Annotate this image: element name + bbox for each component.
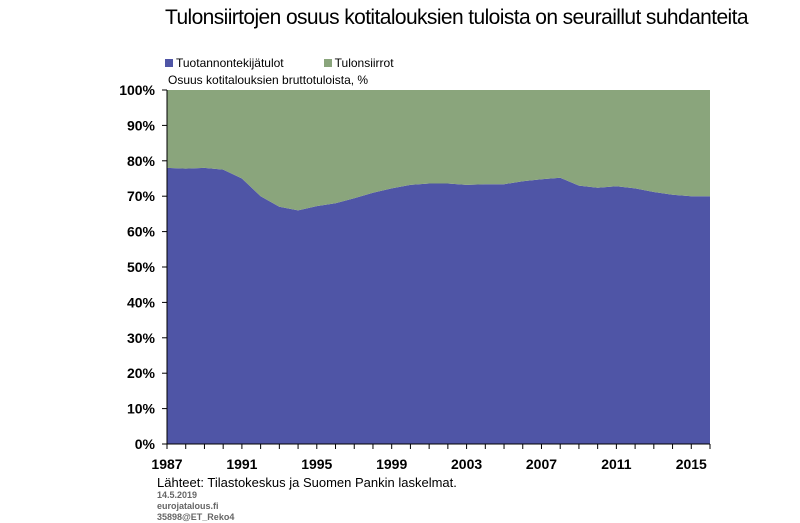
- source-note: Lähteet: Tilastokeskus ja Suomen Pankin …: [157, 475, 457, 490]
- footer-site: eurojatalous.fi: [157, 501, 219, 511]
- legend-item-series-2: Tulonsiirrot: [323, 56, 394, 70]
- legend-label-series-2: Tulonsiirrot: [334, 56, 394, 70]
- area-series-2: [167, 90, 710, 211]
- y-tick-label: 80%: [127, 153, 156, 169]
- footer-date: 14.5.2019: [157, 490, 198, 500]
- chart-footer: Lähteet: Tilastokeskus ja Suomen Pankin …: [157, 475, 457, 523]
- y-tick-label: 20%: [127, 365, 156, 381]
- y-tick-label: 10%: [127, 401, 156, 417]
- x-tick-label: 1995: [301, 456, 332, 472]
- y-tick-label: 60%: [127, 224, 156, 240]
- chart-title: Tulonsiirtojen osuus kotitalouksien tulo…: [165, 6, 749, 29]
- footer-code: 35898@ET_Reko4: [157, 512, 235, 522]
- x-tick-label: 2015: [676, 456, 707, 472]
- legend: Tuotannontekijätulot Tulonsiirrot: [165, 56, 394, 70]
- y-tick-label: 30%: [127, 330, 156, 346]
- y-tick-label: 0%: [135, 436, 156, 452]
- y-tick-label: 50%: [127, 259, 156, 275]
- chart-subtitle: Osuus kotitalouksien bruttotuloista, %: [168, 73, 369, 87]
- area-series-1: [167, 167, 710, 444]
- x-tick-label: 1999: [376, 456, 407, 472]
- y-tick-label: 70%: [127, 188, 156, 204]
- legend-label-series-1: Tuotannontekijätulot: [176, 56, 284, 70]
- x-tick-label: 1987: [151, 456, 182, 472]
- y-tick-label: 100%: [119, 82, 155, 98]
- legend-swatch-series-1: [165, 59, 173, 67]
- x-tick-label: 2007: [526, 456, 557, 472]
- y-tick-label: 90%: [127, 117, 156, 133]
- legend-swatch-series-2: [323, 59, 332, 67]
- y-tick-label: 40%: [127, 294, 156, 310]
- legend-item-series-1: Tuotannontekijätulot: [165, 56, 284, 70]
- x-tick-label: 2011: [601, 456, 632, 472]
- x-tick-label: 2003: [451, 456, 482, 472]
- x-tick-label: 1991: [226, 456, 257, 472]
